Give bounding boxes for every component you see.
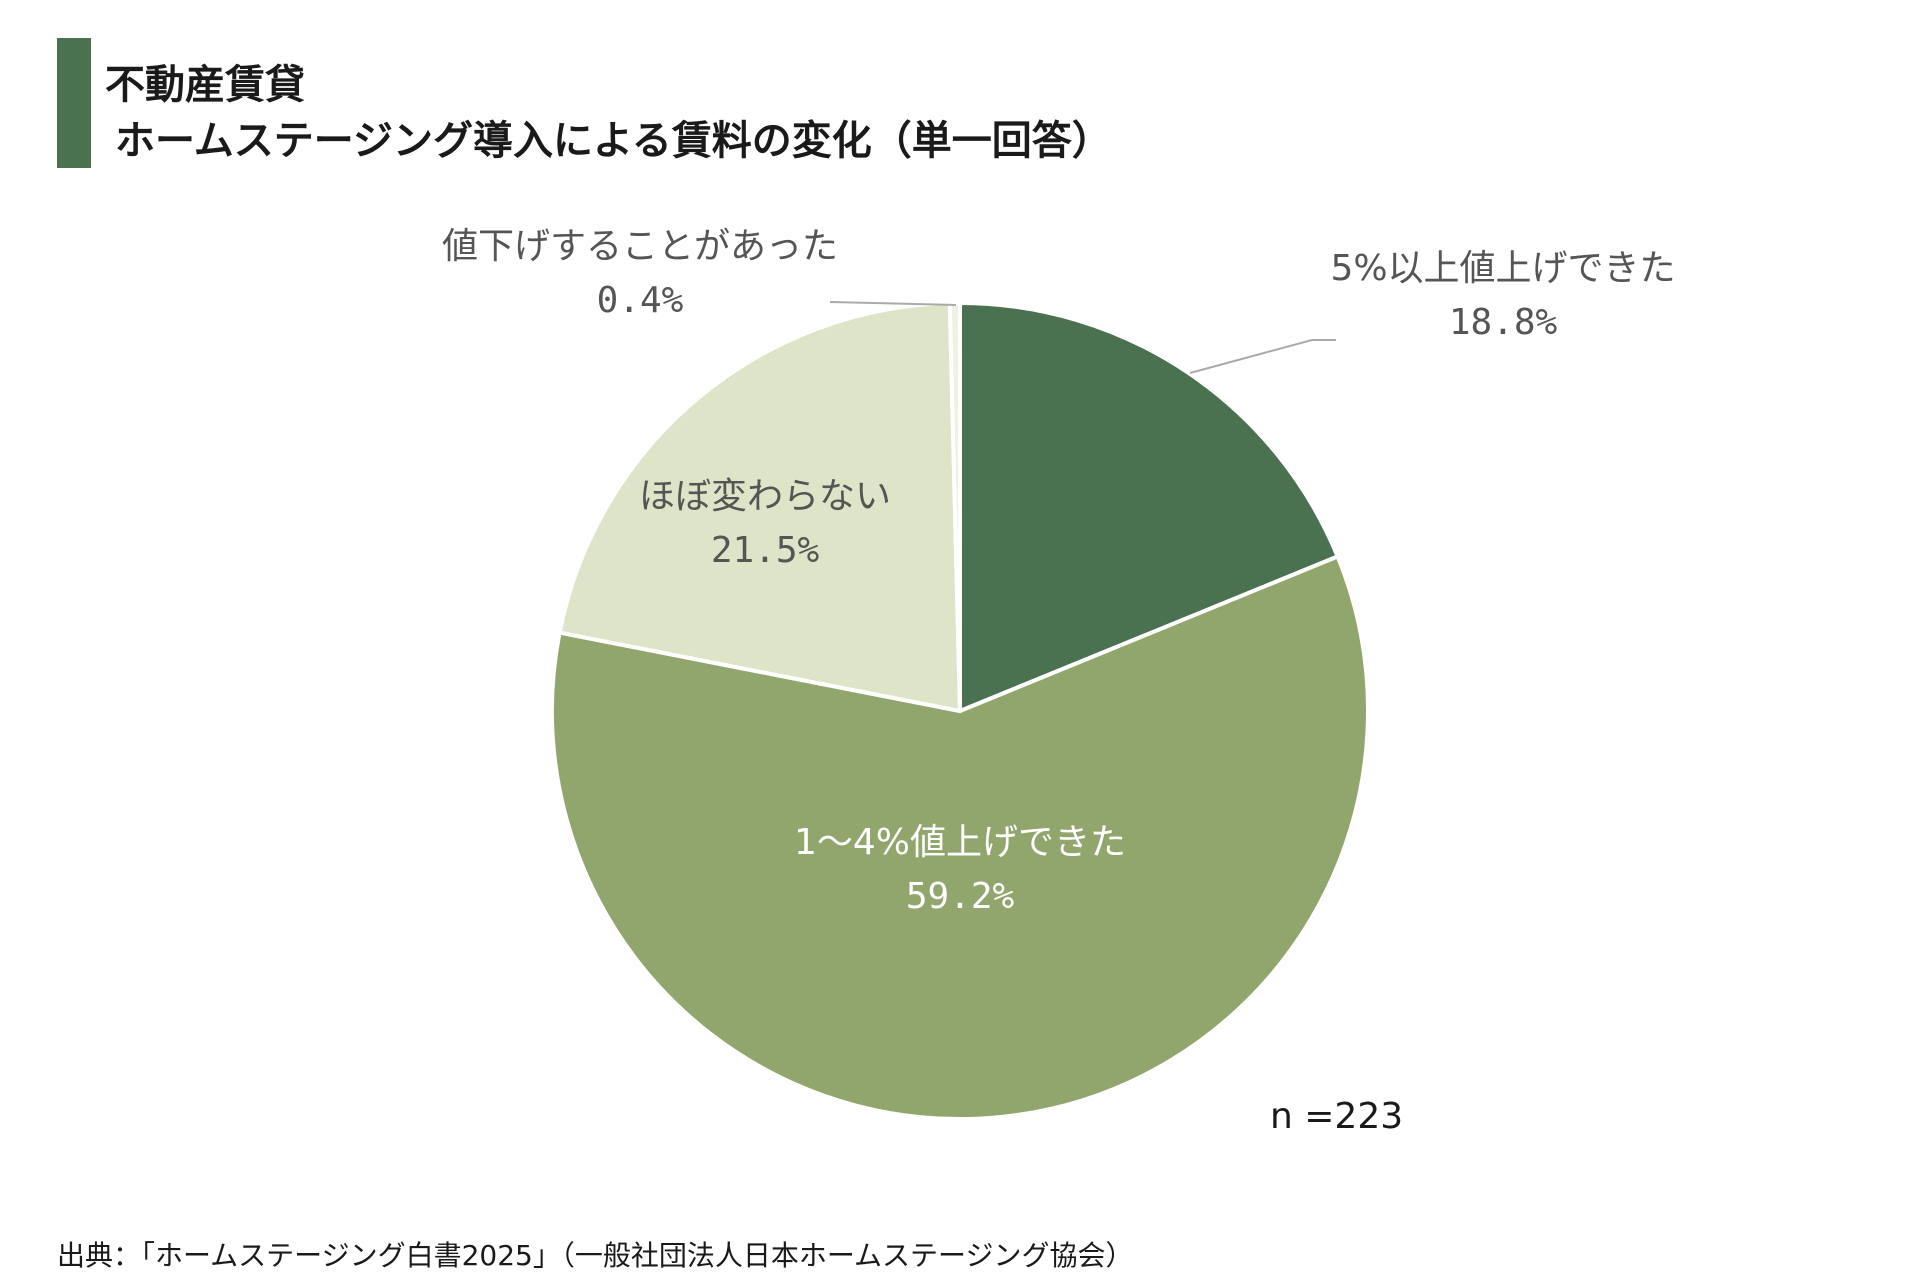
slice-label-4: 値下げすることがあった: [442, 226, 838, 267]
sample-size-label: n =223: [1270, 1096, 1404, 1137]
slice-value-2: 59.2%: [906, 876, 1015, 917]
leader-line-4: [829, 301, 957, 306]
slice-label-1: 5%以上値上げできた: [1330, 248, 1675, 289]
pie-slice-1: [958, 301, 1340, 713]
slice-value-3: 21.5%: [711, 530, 820, 571]
pie-slice-3: [557, 301, 962, 713]
chart-title-line2: ホームステージング導入による賃料の変化（単一回答）: [115, 118, 1112, 164]
pie-slice-4: [947, 301, 962, 713]
source-citation: 出典：「ホームステージング白書2025」（一般社団法人日本ホームステージング協会…: [57, 1239, 1134, 1272]
slice-value-4: 0.4%: [597, 280, 684, 321]
slice-value-1: 18.8%: [1449, 302, 1558, 343]
leader-line-1: [1189, 339, 1336, 374]
slice-label-3: ほぼ変わらない: [639, 476, 891, 517]
title-accent-bar: [57, 38, 91, 168]
pie-slice-2: [550, 554, 1370, 1122]
chart-title-line1: 不動産賃貸: [105, 62, 305, 108]
slice-label-2: 1～4%値上げできた: [794, 822, 1126, 863]
